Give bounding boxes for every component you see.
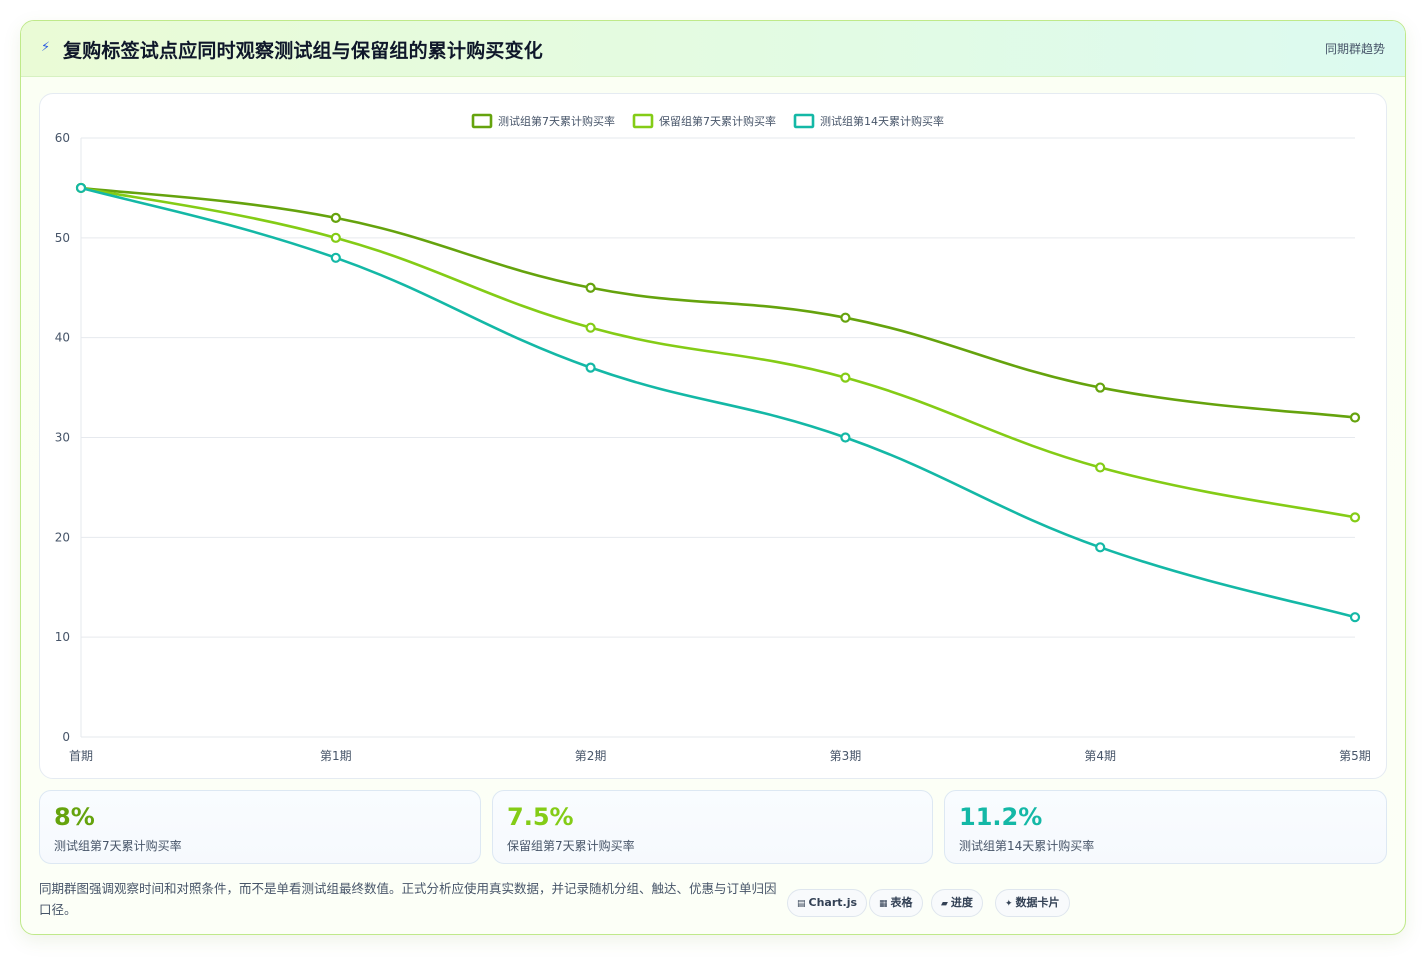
chart-card: ⚡ 复购标签试点应同时观察测试组与保留组的累计购买变化 同期群趋势 0 10 20 3… — [20, 20, 1406, 935]
data-point — [75, 182, 87, 194]
footer-note: 同期群图强调观察时间和对照条件，而不是单看测试组最终数值。正式分析应使用真实数据… — [39, 881, 777, 917]
data-point — [1095, 542, 1106, 553]
data-point — [585, 322, 596, 333]
x-tick-label: 第1期 — [320, 749, 352, 763]
data-point — [840, 372, 851, 383]
line-chart: 0 10 20 30 40 50 60 首期 第1期 第2期 第3期 第4期 第5期 测试组第7天累计购买… — [55, 113, 1371, 763]
legend-label: 测试组第7天累计购买率 — [498, 114, 615, 128]
data-point — [1095, 382, 1106, 393]
y-tick-label: 0 — [62, 730, 70, 744]
data-point — [1095, 462, 1106, 473]
stat-value: 8% — [54, 803, 95, 831]
data-point — [585, 362, 596, 373]
chip-chartjs[interactable]: ▤ Chart.js — [787, 889, 868, 917]
legend-label: 测试组第14天累计购买率 — [820, 114, 944, 128]
chip-label: 数据卡片 — [1015, 896, 1060, 909]
bolt-icon: ⚡ — [41, 40, 51, 55]
data-point — [1349, 612, 1361, 623]
y-tick-label: 50 — [55, 231, 70, 245]
y-tick-label: 60 — [55, 131, 70, 145]
stat-card: 11.2% 测试组第14天累计购买率 — [944, 790, 1387, 864]
stat-value: 11.2% — [959, 803, 1043, 831]
stat-value: 7.5% — [507, 803, 574, 831]
stat-label: 保留组第7天累计购买率 — [507, 839, 635, 853]
chip-label: 表格 — [890, 896, 913, 909]
chip-label: 进度 — [950, 896, 973, 909]
chip-table[interactable]: ▦ 表格 — [869, 889, 923, 917]
chip-progress[interactable]: ▰ 进度 — [931, 889, 983, 917]
stat-label: 测试组第14天累计购买率 — [959, 839, 1095, 853]
stat-card: 7.5% 保留组第7天累计购买率 — [492, 790, 933, 864]
x-tick-label: 第5期 — [1339, 749, 1371, 763]
legend-swatch — [793, 113, 815, 129]
y-tick-label: 20 — [55, 530, 70, 544]
chart-icon: ▤ — [797, 899, 806, 909]
data-point — [1349, 512, 1361, 523]
progress-icon: ▰ — [941, 899, 948, 909]
chip-label: Chart.js — [808, 896, 858, 909]
chip-data-card[interactable]: ✦ 数据卡片 — [995, 889, 1070, 917]
x-tick-label: 第3期 — [830, 749, 862, 763]
card-header: ⚡ 复购标签试点应同时观察测试组与保留组的累计购买变化 同期群趋势 — [21, 21, 1405, 77]
legend-label: 保留组第7天累计购买率 — [659, 114, 776, 128]
series-line — [80, 186, 1356, 619]
y-tick-label: 30 — [55, 431, 70, 445]
data-point — [840, 312, 851, 323]
x-tick-label: 第4期 — [1084, 749, 1116, 763]
legend-swatch — [471, 113, 493, 129]
data-point — [1349, 412, 1361, 423]
card-title: 复购标签试点应同时观察测试组与保留组的累计购买变化 — [63, 40, 544, 62]
y-tick-label: 40 — [55, 331, 70, 345]
x-tick-label: 首期 — [69, 749, 93, 763]
stat-label: 测试组第7天累计购买率 — [54, 839, 182, 853]
series-line — [80, 186, 1356, 419]
x-tick-label: 第2期 — [575, 749, 607, 763]
data-point — [585, 282, 596, 293]
legend-swatch — [632, 113, 654, 129]
data-point — [330, 232, 341, 243]
stat-cards: 8% 测试组第7天累计购买率 7.5% 保留组第7天累计购买率 11.2% 测试… — [39, 790, 1387, 864]
chart-panel: 0 10 20 30 40 50 60 首期 第1期 第2期 第3期 第4期 第5期 测试组第7天累计购买… — [39, 93, 1387, 779]
data-point — [840, 432, 851, 443]
card-tag: 同期群趋势 — [1324, 42, 1385, 56]
stat-card: 8% 测试组第7天累计购买率 — [39, 790, 481, 864]
y-tick-label: 10 — [55, 630, 70, 644]
data-point — [330, 252, 341, 263]
sparkle-icon: ✦ — [1005, 899, 1013, 909]
data-point — [330, 212, 341, 223]
series-line — [80, 186, 1356, 519]
table-icon: ▦ — [879, 899, 888, 909]
